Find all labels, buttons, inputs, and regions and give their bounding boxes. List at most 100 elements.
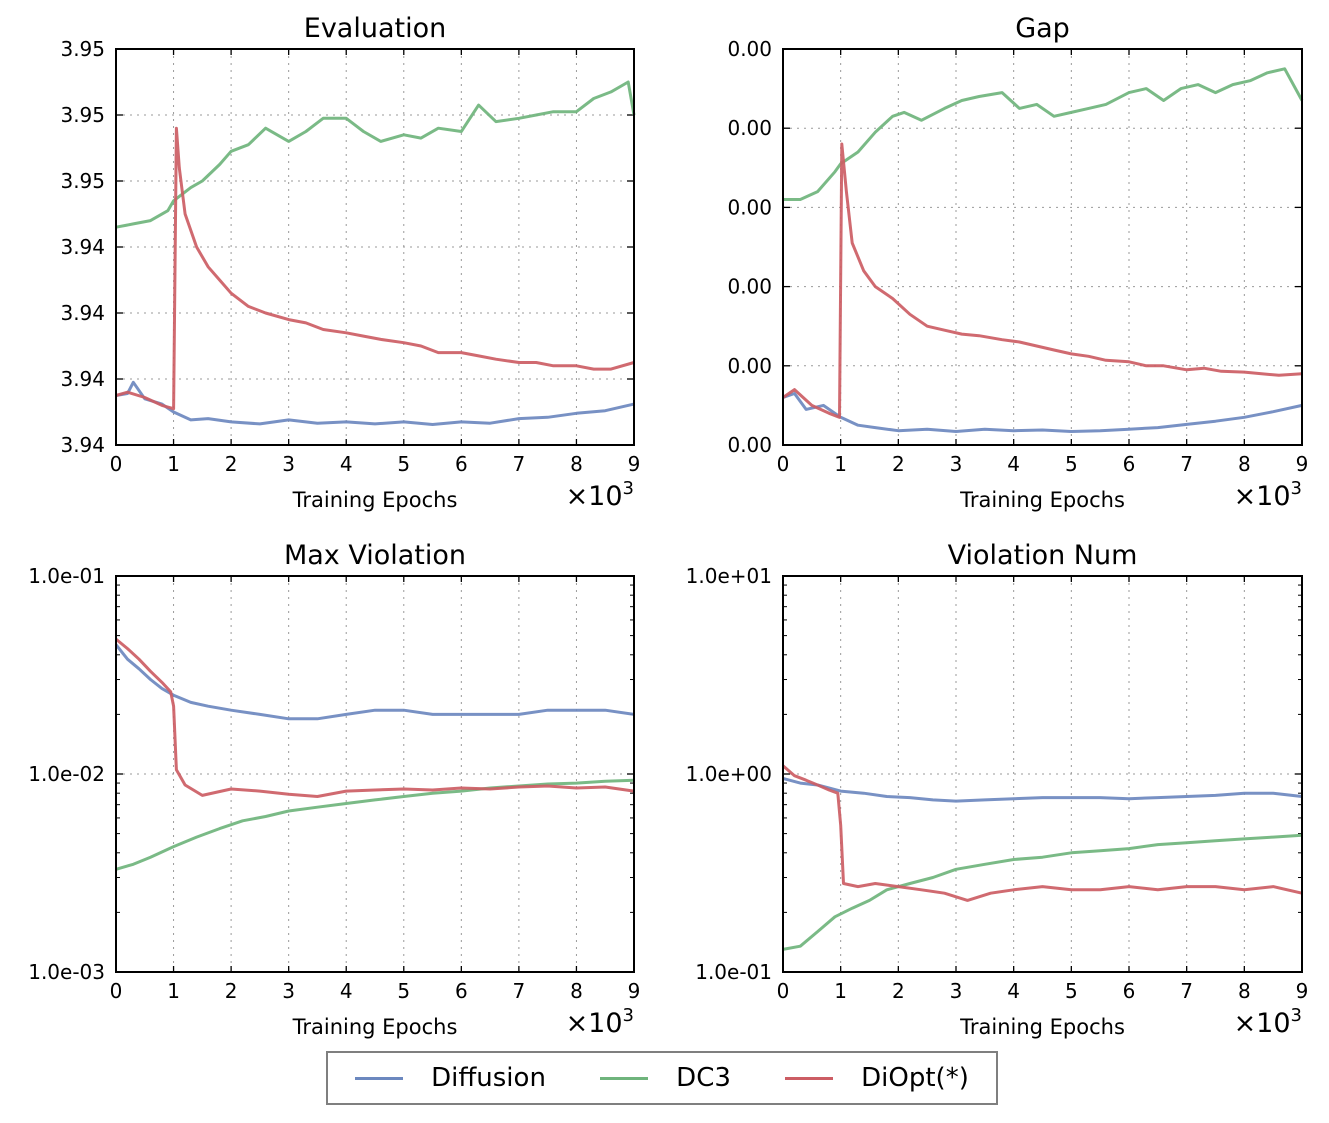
x-tick-label: 9: [628, 452, 641, 476]
x-tick-label: 4: [1007, 979, 1020, 1003]
series-line-diffusion: [115, 380, 635, 426]
x-tick-label: 2: [225, 979, 238, 1003]
series-line-dc3: [115, 778, 635, 871]
y-tick-label: 3.94: [60, 301, 105, 325]
plot-frame: [782, 48, 1303, 446]
x-axis-label: Training Epochs: [959, 488, 1125, 512]
y-tick-label: 1.0e+01: [686, 564, 772, 588]
y-tick-label: 1.0e-03: [28, 960, 105, 984]
x-tick-label: 8: [1238, 452, 1251, 476]
series-line-diffusion: [782, 392, 1303, 433]
x-tick-label: 8: [1238, 979, 1251, 1003]
x-tick-label: 4: [340, 452, 353, 476]
series-line-diopt: [115, 126, 635, 411]
x-tick-label: 3: [950, 979, 963, 1003]
y-tick-label: 1.0e-01: [28, 564, 105, 588]
x-tick-label: 6: [455, 452, 468, 476]
legend-swatch-diffusion: [355, 1076, 404, 1080]
y-tick-label: 1.0e-01: [695, 960, 772, 984]
legend-label-dc3: DC3: [676, 1063, 731, 1093]
legend-item-diopt: DiOpt(*): [785, 1063, 969, 1093]
chart-title: Max Violation: [284, 540, 466, 571]
y-tick-label: 0.00: [727, 275, 772, 299]
x-tick-label: 5: [1065, 979, 1078, 1003]
y-tick-label: 0.00: [727, 195, 772, 219]
legend-item-dc3: DC3: [600, 1063, 731, 1093]
plot-frame: [115, 48, 635, 446]
x-tick-label: 1: [834, 979, 847, 1003]
legend-label-diopt: DiOpt(*): [861, 1063, 969, 1093]
y-tick-label: 3.95: [60, 169, 105, 193]
x-tick-label: 5: [397, 979, 410, 1003]
x-tick-label: 9: [1296, 452, 1309, 476]
series-line-diffusion: [114, 643, 635, 721]
x-tick-label: 0: [777, 452, 790, 476]
chart-title: Violation Num: [948, 540, 1138, 571]
chart-title: Evaluation: [304, 13, 446, 44]
series-line-dc3: [782, 833, 1303, 951]
plot-frame: [115, 575, 635, 973]
x-tick-label: 9: [1296, 979, 1309, 1003]
series-line-diopt: [115, 637, 635, 798]
x-tick-label: 1: [167, 452, 180, 476]
legend-item-diffusion: Diffusion: [355, 1063, 546, 1093]
x-axis-multiplier: ×103: [566, 478, 634, 512]
chart-evaluation: Evaluation 0 1 2 3 4 5 6 7 8 9 3.94 3.94 3.94 3.94 3.95…: [60, 13, 640, 512]
x-tick-label: 2: [892, 452, 905, 476]
x-axis-label: Training Epochs: [292, 1015, 458, 1039]
series-line-dc3: [783, 67, 1304, 201]
chart-max-violation: Max Violation 0 1 2 3 4 5 6 7 8 9 1.0e-03 1.0e-02 1.0…: [28, 540, 640, 1039]
y-tick-label: 3.95: [60, 103, 105, 127]
y-tick-label: 0.00: [727, 37, 772, 61]
legend-label-diffusion: Diffusion: [431, 1063, 546, 1093]
x-tick-label: 0: [110, 979, 123, 1003]
legend-swatch-diopt: [785, 1076, 834, 1080]
x-tick-label: 7: [513, 979, 526, 1003]
y-tick-label: 0.00: [727, 116, 772, 140]
x-tick-label: 6: [1123, 979, 1136, 1003]
series-line-diffusion: [782, 776, 1303, 803]
y-tick-label: 3.94: [60, 433, 105, 457]
x-tick-label: 7: [1180, 979, 1193, 1003]
x-tick-label: 2: [225, 452, 238, 476]
chart-title: Gap: [1015, 13, 1070, 44]
legend-swatch-dc3: [600, 1076, 649, 1080]
x-tick-label: 9: [628, 979, 641, 1003]
y-tick-label: 1.0e+00: [686, 762, 772, 786]
x-tick-label: 3: [950, 452, 963, 476]
x-tick-label: 4: [1007, 452, 1020, 476]
x-tick-label: 7: [513, 452, 526, 476]
y-tick-label: 0.00: [727, 433, 772, 457]
x-axis-multiplier: ×103: [1234, 478, 1302, 512]
series-line-diopt: [782, 764, 1303, 902]
y-tick-label: 3.95: [60, 37, 105, 61]
x-axis-label: Training Epochs: [292, 488, 458, 512]
x-tick-label: 2: [892, 979, 905, 1003]
chart-violation-num: Violation Num 0 1 2 3 4 5 6 7 8 9 1.0e-01 1.0e+00 1.0…: [686, 540, 1309, 1039]
x-tick-label: 3: [282, 452, 295, 476]
x-tick-label: 4: [340, 979, 353, 1003]
plot-frame: [782, 575, 1303, 973]
legend: Diffusion DC3 DiOpt(*): [326, 1051, 998, 1105]
y-tick-label: 3.94: [60, 367, 105, 391]
y-tick-label: 3.94: [60, 235, 105, 259]
x-axis-label: Training Epochs: [959, 1015, 1125, 1039]
series-line-diopt: [782, 142, 1303, 419]
x-axis-multiplier: ×103: [566, 1005, 634, 1039]
x-axis-multiplier: ×103: [1234, 1005, 1302, 1039]
x-tick-label: 6: [1123, 452, 1136, 476]
y-tick-label: 0.00: [727, 354, 772, 378]
x-tick-label: 1: [167, 979, 180, 1003]
x-tick-label: 5: [1065, 452, 1078, 476]
x-tick-label: 6: [455, 979, 468, 1003]
x-tick-label: 1: [834, 452, 847, 476]
y-tick-label: 1.0e-02: [28, 762, 105, 786]
series-line-dc3: [115, 80, 636, 229]
x-tick-label: 0: [777, 979, 790, 1003]
x-tick-label: 8: [570, 452, 583, 476]
chart-gap: Gap 0 1 2 3 4 5 6 7 8 9 0.00 0.00 0.00 0.00 0.00 0.00 Tra…: [727, 13, 1308, 512]
x-tick-label: 7: [1180, 452, 1193, 476]
x-tick-label: 3: [282, 979, 295, 1003]
x-tick-label: 8: [570, 979, 583, 1003]
